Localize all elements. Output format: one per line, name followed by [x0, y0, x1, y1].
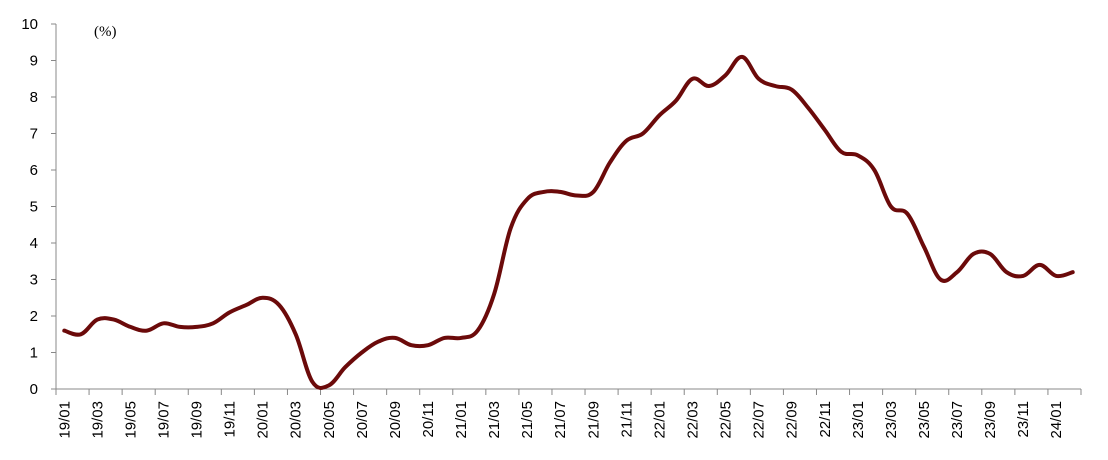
series-group — [62, 54, 1075, 390]
x-tick-label: 23/09 — [982, 401, 999, 439]
x-tick-label: 20/09 — [387, 401, 404, 439]
x-tick-label: 20/11 — [420, 401, 437, 437]
series-line — [62, 54, 1075, 390]
x-tick-label: 21/01 — [453, 401, 470, 439]
x-tick-label: 22/07 — [751, 401, 768, 439]
y-tick-label: 8 — [30, 89, 38, 106]
y-tick-label: 6 — [30, 162, 38, 179]
x-tick-label: 20/05 — [321, 401, 338, 439]
y-axis: 0 1 2 3 4 5 6 7 8 9 10 — [21, 16, 57, 398]
x-tick-label: 19/07 — [155, 401, 172, 439]
x-tick-label: 22/09 — [784, 401, 801, 439]
y-tick-label: 3 — [30, 272, 38, 289]
x-tick-label: 22/03 — [684, 401, 701, 439]
y-tick-label: 1 — [30, 345, 38, 362]
x-tick-label: 20/07 — [354, 401, 371, 439]
y-tick-label: 7 — [30, 126, 38, 143]
x-tick-label: 23/03 — [883, 401, 900, 439]
x-tick-label: 24/01 — [1048, 401, 1065, 439]
x-tick-label: 19/01 — [56, 401, 73, 439]
x-tick-label: 21/03 — [486, 401, 503, 439]
y-tick-label: 4 — [30, 235, 38, 252]
x-tick-label: 19/11 — [222, 401, 239, 437]
x-tick-label: 21/05 — [519, 401, 536, 439]
y-tick-label: 10 — [21, 16, 38, 33]
x-tick-label: 20/03 — [288, 401, 305, 439]
x-tick-label: 22/01 — [651, 401, 668, 439]
y-tick-label: 5 — [30, 199, 38, 216]
unit-label: (%) — [94, 24, 117, 40]
x-tick-label: 21/07 — [552, 401, 569, 439]
y-tick-label: 2 — [30, 308, 38, 325]
y-tick-label: 0 — [30, 381, 38, 398]
x-tick-label: 20/01 — [255, 401, 272, 439]
x-tick-label: 19/09 — [189, 401, 206, 439]
x-tick-label: 21/09 — [585, 401, 602, 439]
x-tick-label: 23/07 — [949, 401, 966, 439]
x-tick-label: 19/05 — [122, 401, 139, 439]
x-tick-label: 22/05 — [718, 401, 735, 439]
x-tick-label: 23/01 — [850, 401, 867, 439]
x-tick-label: 21/11 — [618, 401, 635, 437]
x-tick-label: 19/03 — [89, 401, 106, 439]
y-tick-label: 9 — [30, 53, 38, 70]
x-tick-label: 22/11 — [817, 401, 834, 437]
x-tick-label: 23/11 — [1015, 401, 1032, 437]
x-axis: 19/01 19/03 19/05 19/07 19/09 19/11 20/01 20/03… — [55, 388, 1082, 439]
x-tick-label: 23/05 — [916, 401, 933, 439]
